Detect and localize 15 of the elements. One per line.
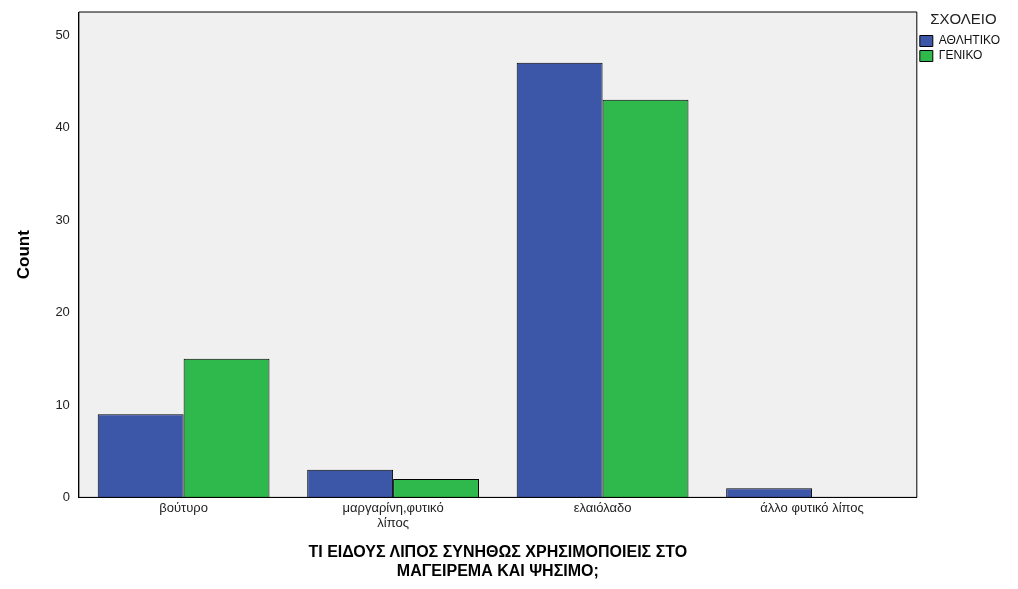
y-tick-label: 20: [55, 304, 70, 320]
y-tick-label: 50: [55, 26, 70, 42]
y-tick-label: 40: [55, 119, 70, 135]
y-axis-title: Count: [13, 229, 33, 280]
y-tick-label: 10: [55, 396, 70, 412]
y-tick-label: 0: [62, 488, 70, 504]
x-tick-label: μαργαρίνη,φυτικό λίπος: [342, 499, 444, 531]
x-axis-title: ΤΙ ΕΙΔΟΥΣ ΛΙΠΟΣ ΣΥΝΗΘΩΣ ΧΡΗΣΙΜΟΠΟΙΕΙΣ ΣΤΟ ΜΑΓΕΙΡΕΜΑ ΚΑΙ ΨΗΣΙΜΟ;: [308, 542, 688, 579]
x-tick-label: ελαιόλαδο: [573, 499, 632, 515]
legend-title: ΣΧΟΛΕΙΟ: [930, 9, 997, 27]
legend-label: ΓΕΝΙΚΟ: [938, 48, 983, 63]
legend-label: ΑΘΛΗΤΙΚΟ: [938, 33, 1000, 48]
x-tick-label: βούτυρο: [159, 499, 208, 515]
y-tick-label: 30: [55, 211, 70, 227]
x-tick-label: άλλο φυτικό λίπος: [760, 499, 864, 515]
